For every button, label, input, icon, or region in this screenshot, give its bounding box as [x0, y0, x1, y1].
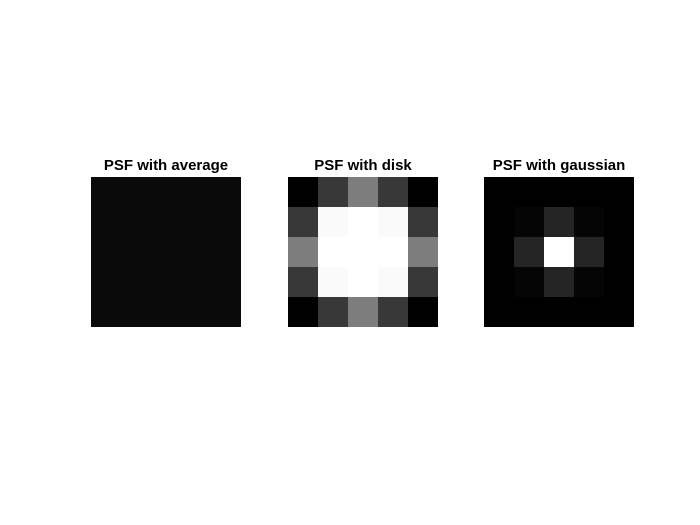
heatmap-cell: [484, 177, 515, 208]
heatmap-cell: [211, 237, 241, 268]
heatmap-cell: [514, 297, 545, 327]
heatmap-cell: [604, 237, 634, 268]
heatmap-cell: [288, 177, 319, 208]
heatmap-cell: [408, 237, 438, 268]
psf-average-title: PSF with average: [103, 157, 229, 174]
heatmap-cell: [288, 267, 319, 298]
heatmap-cell: [514, 207, 545, 238]
heatmap-cell: [514, 237, 545, 268]
heatmap-cell: [544, 177, 575, 208]
psf-disk-title: PSF with disk: [314, 157, 412, 174]
heatmap-cell: [318, 297, 349, 327]
heatmap-cell: [181, 267, 212, 298]
heatmap-cell: [211, 267, 241, 298]
heatmap-cell: [91, 237, 122, 268]
heatmap-cell: [318, 237, 349, 268]
heatmap-cell: [408, 297, 438, 327]
heatmap-cell: [151, 237, 182, 268]
heatmap-cell: [348, 267, 379, 298]
heatmap-cell: [378, 207, 409, 238]
heatmap-cell: [211, 177, 241, 208]
psf-gaussian-panel: PSF with gaussian: [484, 155, 634, 327]
heatmap-cell: [181, 177, 212, 208]
heatmap-cell: [544, 207, 575, 238]
heatmap-cell: [121, 297, 152, 327]
heatmap-cell: [121, 267, 152, 298]
heatmap-cell: [151, 297, 182, 327]
heatmap-cell: [378, 297, 409, 327]
psf-average-panel: PSF with average: [91, 155, 241, 327]
heatmap-cell: [378, 237, 409, 268]
heatmap-cell: [408, 177, 438, 208]
heatmap-cell: [288, 297, 319, 327]
heatmap-cell: [574, 267, 605, 298]
psf-gaussian-heatmap: [484, 177, 634, 327]
heatmap-cell: [211, 207, 241, 238]
psf-disk-heatmap: [288, 177, 438, 327]
heatmap-cell: [181, 207, 212, 238]
heatmap-cell: [91, 297, 122, 327]
heatmap-cell: [574, 297, 605, 327]
heatmap-cell: [484, 297, 515, 327]
heatmap-cell: [288, 207, 319, 238]
heatmap-cell: [91, 177, 122, 208]
heatmap-cell: [484, 237, 515, 268]
heatmap-cell: [91, 267, 122, 298]
heatmap-cell: [378, 177, 409, 208]
heatmap-cell: [181, 237, 212, 268]
heatmap-cell: [604, 297, 634, 327]
heatmap-cell: [408, 207, 438, 238]
heatmap-cell: [408, 267, 438, 298]
psf-average-heatmap: [91, 177, 241, 327]
heatmap-cell: [318, 267, 349, 298]
heatmap-cell: [348, 237, 379, 268]
heatmap-cell: [574, 177, 605, 208]
psf-disk-panel: PSF with disk: [288, 155, 438, 327]
heatmap-cell: [211, 297, 241, 327]
heatmap-cell: [514, 267, 545, 298]
heatmap-cell: [348, 207, 379, 238]
heatmap-cell: [151, 177, 182, 208]
heatmap-cell: [484, 267, 515, 298]
heatmap-cell: [121, 237, 152, 268]
heatmap-cell: [181, 297, 212, 327]
heatmap-cell: [348, 297, 379, 327]
heatmap-cell: [604, 267, 634, 298]
heatmap-cell: [604, 177, 634, 208]
heatmap-cell: [318, 177, 349, 208]
heatmap-cell: [288, 237, 319, 268]
heatmap-cell: [348, 177, 379, 208]
heatmap-cell: [121, 177, 152, 208]
heatmap-cell: [121, 207, 152, 238]
heatmap-cell: [574, 207, 605, 238]
heatmap-cell: [574, 237, 605, 268]
heatmap-cell: [604, 207, 634, 238]
heatmap-cell: [91, 207, 122, 238]
heatmap-cell: [378, 267, 409, 298]
heatmap-cell: [151, 267, 182, 298]
heatmap-cell: [544, 237, 575, 268]
heatmap-cell: [514, 177, 545, 208]
heatmap-cell: [544, 297, 575, 327]
heatmap-cell: [484, 207, 515, 238]
heatmap-cell: [318, 207, 349, 238]
heatmap-cell: [544, 267, 575, 298]
psf-gaussian-title: PSF with gaussian: [492, 157, 626, 174]
heatmap-cell: [151, 207, 182, 238]
